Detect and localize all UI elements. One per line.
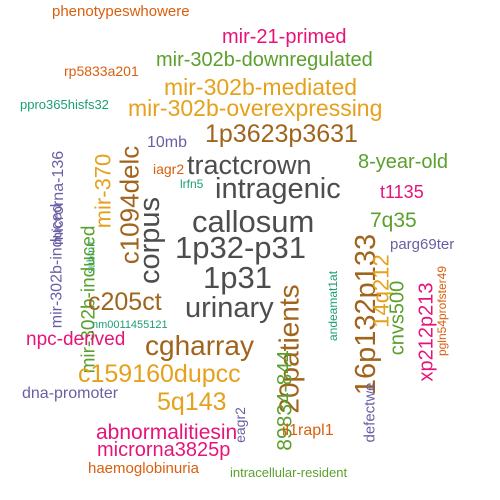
word: corpus xyxy=(134,196,167,285)
word: pgln54profster49 xyxy=(435,265,450,357)
word: rp5833a201 xyxy=(64,63,139,79)
word: microrna3825p xyxy=(97,439,231,461)
word: tractcrown xyxy=(187,150,312,180)
word: ppro365hisfs32 xyxy=(20,97,109,112)
word: il1rapl1 xyxy=(282,422,334,439)
word: abnormalitiesin xyxy=(96,421,238,444)
word: c159160dupcc xyxy=(78,360,241,388)
word: phenotypeswhowere xyxy=(52,3,190,20)
word: haemoglobinuria xyxy=(88,460,199,477)
word: intragenic xyxy=(215,173,341,205)
word: 1p32-p31 xyxy=(175,230,307,265)
word: npc-derived xyxy=(26,329,126,350)
word: t1135 xyxy=(380,182,424,202)
word: intracellular-resident xyxy=(230,465,348,480)
word: defectwe xyxy=(361,382,379,443)
word: mir-302b-overexpressing xyxy=(128,95,383,121)
word: urinary xyxy=(185,292,274,324)
word: mir-370 xyxy=(90,153,116,229)
word: mir-302b-induced xyxy=(48,203,66,329)
word: iagr2 xyxy=(153,161,185,177)
word: mir-302b-mediated xyxy=(164,74,358,100)
word: mir-302b-downregulated xyxy=(156,49,373,71)
word: 7q35 xyxy=(370,209,417,232)
word: nm0011455121 xyxy=(92,319,168,331)
word: 8-year-old xyxy=(358,151,449,173)
word: 1p3623p3631 xyxy=(205,120,358,148)
word: andeamat1at xyxy=(326,270,341,342)
word: xp212p213 xyxy=(415,282,438,382)
word: c205ct xyxy=(88,288,162,316)
word: dna-promoter xyxy=(22,385,119,402)
word: mir-21-primed xyxy=(222,26,347,48)
word: cgharray xyxy=(145,330,254,361)
word: callosum xyxy=(192,204,315,239)
word: 10mb xyxy=(147,134,188,151)
word: 1p31 xyxy=(203,260,272,295)
word: cnvs500 xyxy=(386,280,409,356)
word: parg69ter xyxy=(390,236,455,253)
word: lrfn5 xyxy=(180,177,204,191)
word: 5q143 xyxy=(157,388,227,416)
